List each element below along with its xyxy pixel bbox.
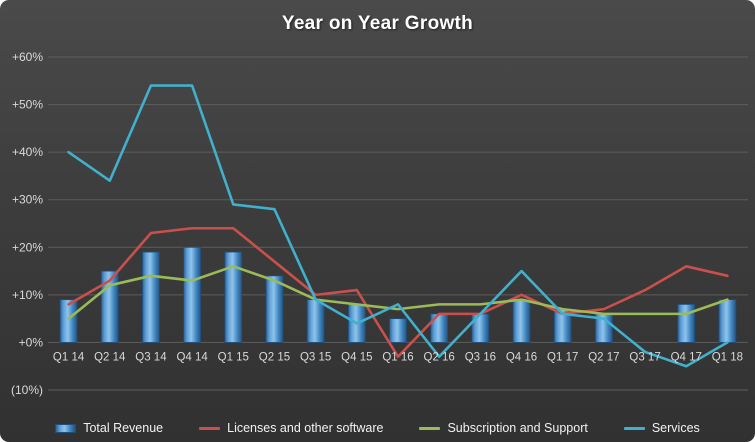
x-axis-tick-label: Q1 15 — [218, 351, 249, 363]
x-axis-tick-label: Q2 15 — [259, 351, 290, 363]
x-axis-tick-label: Q3 17 — [629, 351, 660, 363]
line-subscription-and-support — [67, 265, 729, 320]
x-axis-tick-label: Q2 14 — [94, 351, 126, 363]
bar-total-revenue — [224, 251, 243, 343]
x-axis-tick-label: Q4 16 — [506, 351, 537, 363]
legend-line-marker-icon — [419, 426, 441, 430]
bar-total-revenue — [265, 275, 284, 343]
y-axis-tick-label: +60% — [12, 50, 43, 64]
x-axis-tick-label: Q4 15 — [341, 351, 372, 363]
line-series — [67, 84, 729, 368]
x-axis-tick-label: Q3 16 — [465, 351, 496, 363]
gridlines — [48, 56, 748, 391]
x-axis-tick-label: Q2 17 — [588, 351, 619, 363]
legend-label: Subscription and Support — [447, 421, 588, 435]
chart-legend: Total Revenue Licenses and other software… — [0, 421, 755, 435]
chart-title: Year on Year Growth — [281, 13, 474, 34]
bar-total-revenue — [142, 251, 160, 343]
y-axis-tick-label: +0% — [19, 335, 44, 349]
y-axis-tick-label: +50% — [12, 98, 43, 112]
legend-item-subscription-and-support: Subscription and Support — [419, 421, 588, 435]
axis-labels: (10%) +0% +10% +20% +30% +40% +50% +60% Q1 14 Q2 … — [11, 50, 743, 397]
legend-label: Services — [651, 421, 700, 435]
x-axis-tick-label: Q1 16 — [382, 351, 413, 363]
legend-line-marker-icon — [199, 426, 221, 430]
y-axis-tick-label: +20% — [12, 240, 43, 254]
legend-line-marker-icon — [623, 426, 645, 430]
bar-total-revenue — [677, 303, 696, 343]
x-axis-tick-label: Q2 16 — [424, 351, 455, 363]
y-axis-tick-label: +10% — [12, 288, 43, 302]
legend-label: Licenses and other software — [227, 421, 384, 435]
x-axis-tick-label: Q3 14 — [135, 351, 167, 363]
bar-total-revenue — [59, 299, 78, 343]
bar-total-revenue — [512, 299, 531, 343]
legend-label: Total Revenue — [83, 421, 164, 435]
y-axis-tick-label: +30% — [12, 193, 43, 207]
x-axis-tick-label: Q4 17 — [671, 351, 702, 363]
bar-total-revenue — [430, 313, 449, 343]
x-axis-tick-label: Q1 14 — [53, 351, 85, 363]
bar-total-revenue — [471, 313, 490, 343]
y-axis-tick-label: (10%) — [11, 383, 43, 397]
line-licenses-and-other-software — [67, 226, 729, 359]
legend-item-total-revenue: Total Revenue — [55, 421, 163, 435]
legend-bar-marker-icon — [55, 423, 77, 433]
y-axis-tick-label: +40% — [12, 145, 43, 159]
legend-item-services: Services — [623, 421, 700, 435]
x-axis-tick-label: Q1 18 — [712, 351, 743, 363]
line-services — [67, 84, 729, 368]
bar-total-revenue — [183, 246, 202, 343]
x-axis-tick-label: Q3 15 — [300, 351, 331, 363]
legend-item-licenses-and-other-software: Licenses and other software — [199, 421, 383, 435]
bar-total-revenue — [306, 299, 325, 343]
x-axis-tick-label: Q4 14 — [176, 351, 208, 363]
bar-total-revenue — [718, 299, 737, 343]
bar-total-revenue — [389, 318, 407, 343]
x-axis-tick-label: Q1 17 — [547, 351, 578, 363]
